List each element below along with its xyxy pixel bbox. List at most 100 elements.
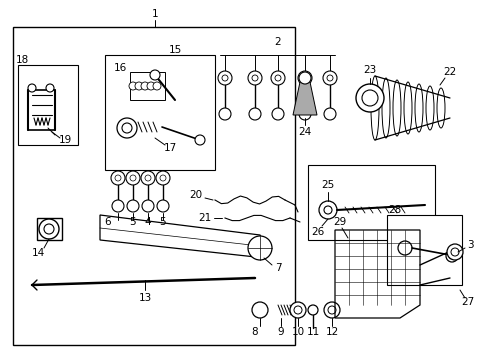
- Text: 2: 2: [274, 37, 281, 47]
- Ellipse shape: [381, 78, 389, 138]
- Circle shape: [298, 108, 310, 120]
- Circle shape: [129, 82, 137, 90]
- Text: 20: 20: [189, 190, 202, 200]
- Ellipse shape: [414, 84, 422, 132]
- Circle shape: [115, 175, 121, 181]
- Circle shape: [28, 84, 36, 92]
- Circle shape: [142, 200, 154, 212]
- Circle shape: [302, 75, 307, 81]
- Circle shape: [160, 175, 165, 181]
- Text: 3: 3: [466, 240, 472, 250]
- Text: 5: 5: [129, 217, 136, 227]
- Circle shape: [298, 72, 310, 84]
- Polygon shape: [292, 82, 316, 115]
- Text: 25: 25: [321, 180, 334, 190]
- Circle shape: [222, 75, 227, 81]
- Text: 5: 5: [160, 217, 166, 227]
- Circle shape: [218, 71, 231, 85]
- Text: 26: 26: [311, 227, 324, 237]
- Text: 16: 16: [113, 63, 126, 73]
- Circle shape: [270, 71, 285, 85]
- Circle shape: [122, 123, 132, 133]
- Circle shape: [126, 171, 140, 185]
- Bar: [37, 218, 62, 240]
- Circle shape: [127, 200, 139, 212]
- Circle shape: [130, 175, 136, 181]
- Ellipse shape: [392, 80, 400, 136]
- Circle shape: [157, 200, 169, 212]
- Circle shape: [361, 90, 377, 106]
- Circle shape: [153, 82, 161, 90]
- Circle shape: [247, 236, 271, 260]
- Text: 21: 21: [198, 213, 211, 223]
- Circle shape: [307, 305, 317, 315]
- Ellipse shape: [370, 76, 378, 140]
- Text: 22: 22: [443, 67, 456, 77]
- Circle shape: [397, 241, 411, 255]
- Bar: [386, 215, 461, 285]
- Circle shape: [247, 71, 262, 85]
- Circle shape: [150, 70, 160, 80]
- Circle shape: [46, 84, 54, 92]
- Circle shape: [293, 306, 302, 314]
- Circle shape: [145, 175, 151, 181]
- Text: 12: 12: [325, 327, 338, 337]
- Text: 29: 29: [333, 217, 346, 227]
- Circle shape: [135, 82, 142, 90]
- Bar: [307, 165, 434, 240]
- Circle shape: [297, 71, 311, 85]
- Text: 28: 28: [387, 205, 401, 215]
- Circle shape: [318, 201, 336, 219]
- Circle shape: [446, 244, 462, 260]
- Bar: [130, 72, 164, 100]
- Text: 11: 11: [306, 327, 319, 337]
- Text: 23: 23: [363, 65, 376, 75]
- Bar: [105, 55, 215, 170]
- Text: 18: 18: [15, 55, 29, 65]
- Text: 13: 13: [138, 293, 151, 303]
- Circle shape: [195, 135, 204, 145]
- Bar: [18, 65, 78, 145]
- Circle shape: [219, 108, 230, 120]
- Text: 1: 1: [151, 9, 158, 19]
- Ellipse shape: [425, 86, 433, 130]
- Circle shape: [289, 302, 305, 318]
- Text: 19: 19: [58, 135, 71, 145]
- Circle shape: [327, 306, 335, 314]
- Circle shape: [271, 108, 284, 120]
- Circle shape: [274, 75, 281, 81]
- Circle shape: [324, 302, 339, 318]
- Circle shape: [141, 171, 155, 185]
- Circle shape: [445, 250, 457, 262]
- Circle shape: [141, 82, 149, 90]
- Circle shape: [112, 200, 124, 212]
- Text: 15: 15: [168, 45, 181, 55]
- Circle shape: [326, 75, 332, 81]
- Circle shape: [324, 206, 331, 214]
- Text: 14: 14: [31, 248, 44, 258]
- Text: 6: 6: [104, 217, 111, 227]
- Circle shape: [39, 219, 59, 239]
- Text: 7: 7: [274, 263, 281, 273]
- Text: 24: 24: [298, 127, 311, 137]
- Circle shape: [251, 302, 267, 318]
- Circle shape: [44, 224, 54, 234]
- Circle shape: [111, 171, 125, 185]
- Circle shape: [323, 71, 336, 85]
- Circle shape: [355, 84, 383, 112]
- Circle shape: [251, 75, 258, 81]
- Text: 17: 17: [163, 143, 176, 153]
- Text: 9: 9: [277, 327, 284, 337]
- Circle shape: [248, 108, 261, 120]
- Ellipse shape: [403, 82, 411, 134]
- Text: 10: 10: [291, 327, 304, 337]
- Circle shape: [448, 253, 454, 259]
- Text: 27: 27: [461, 297, 474, 307]
- Circle shape: [450, 248, 458, 256]
- Text: 4: 4: [144, 217, 151, 227]
- Circle shape: [117, 118, 137, 138]
- Circle shape: [324, 108, 335, 120]
- Circle shape: [147, 82, 155, 90]
- Ellipse shape: [436, 88, 444, 128]
- Circle shape: [156, 171, 170, 185]
